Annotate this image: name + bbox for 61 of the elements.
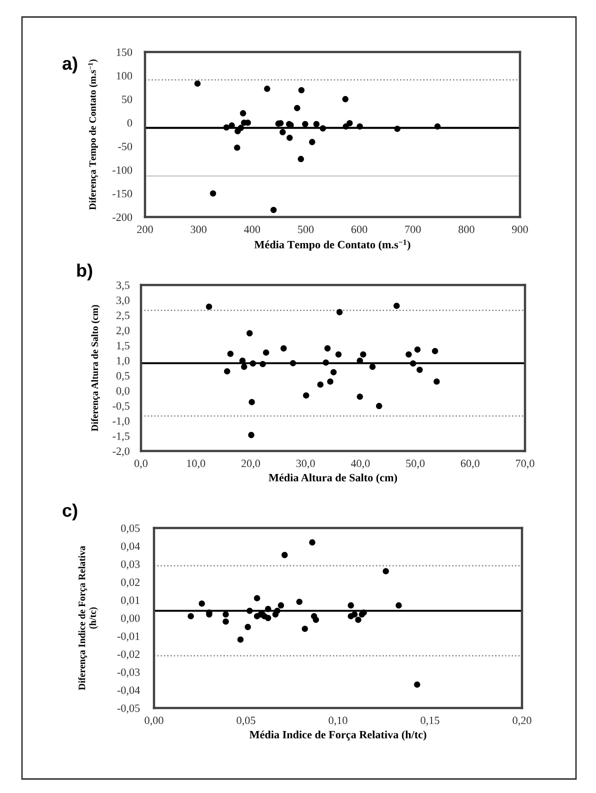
y-tick-label: 2,5: [116, 312, 130, 321]
chart-title: a): [62, 56, 78, 74]
y-axis-title: Diferença Altura de Salto (cm): [91, 305, 100, 432]
y-tick-label: -0,5: [112, 402, 130, 412]
x-tick-label: 0,15: [420, 716, 440, 726]
y-tick-label: -2,0: [112, 447, 130, 457]
x-tick-label: 900: [512, 226, 528, 234]
y-tick-label: 0,5: [116, 372, 130, 382]
y-tick-label: -200: [112, 213, 132, 221]
y-tick-label: 0,01: [121, 596, 140, 606]
y-axis-title: Diferença Tempo de Contato (m.s$^{−1}$): [88, 59, 98, 210]
x-tick-label: 0,0: [134, 460, 148, 469]
x-tick-label: 30,0: [296, 460, 315, 469]
x-tick-label: 0,00: [144, 716, 164, 726]
x-tick-label: 700: [405, 226, 421, 234]
y-tick-label: 0,02: [121, 578, 140, 588]
x-axis-title: Média Altura de Salto (cm): [268, 474, 398, 484]
y-tick-label: 1,0: [116, 356, 130, 366]
chart-title: b): [77, 264, 92, 280]
y-tick-label: 50: [122, 96, 132, 104]
y-tick-label: -0,04: [117, 686, 140, 696]
y-tick-label: 100: [116, 72, 132, 80]
y-tick-label: -100: [112, 166, 132, 174]
y-tick-label: -50: [118, 142, 132, 150]
y-tick-label: 3,5: [116, 281, 130, 291]
y-tick-label: 0,03: [121, 560, 140, 570]
y-tick-label: -0,03: [117, 668, 140, 678]
y-tick-label: 0: [127, 119, 132, 127]
x-tick-label: 300: [190, 226, 206, 234]
x-tick-label: 20,0: [241, 460, 260, 469]
y-tick-label: 150: [116, 48, 132, 56]
x-tick-label: 200: [137, 226, 153, 234]
y-tick-label: -1,5: [112, 432, 130, 442]
x-tick-label: 60,0: [460, 460, 480, 469]
x-axis-title: Média Indice de Força Relativa (h/tc): [249, 730, 426, 741]
x-tick-label: 600: [351, 226, 368, 234]
y-tick-label: 0,0: [116, 387, 130, 396]
y-axis-title: Diferença Indice de Força Relativa (h/tc): [78, 546, 98, 690]
x-tick-label: 800: [458, 226, 474, 234]
y-tick-label: 3,0: [116, 296, 130, 306]
y-tick-label: 0,04: [121, 542, 140, 552]
chart-title: c): [62, 504, 78, 520]
x-tick-label: 70,0: [516, 460, 534, 469]
x-tick-label: 10,0: [187, 460, 206, 469]
x-tick-label: 0,20: [512, 716, 532, 726]
x-tick-label: 50,0: [406, 460, 425, 469]
y-tick-label: -150: [112, 190, 132, 198]
x-tick-label: 0,10: [328, 716, 348, 726]
x-tick-label: 500: [298, 226, 314, 234]
y-tick-label: -0,05: [117, 704, 140, 714]
y-tick-label: -0,02: [117, 650, 140, 660]
y-tick-label: 1,5: [116, 342, 130, 351]
x-tick-label: 40,0: [350, 460, 370, 469]
y-tick-label: 2,0: [116, 326, 130, 336]
y-tick-label: 0,00: [121, 614, 140, 624]
x-axis-title: Média Tempo de Contato (m.s$^{−1}$): [254, 240, 410, 251]
y-tick-label: -1,0: [112, 417, 130, 426]
y-tick-label: 0,05: [121, 524, 140, 534]
x-tick-label: 0,05: [236, 716, 256, 726]
y-tick-label: -0,01: [117, 632, 140, 642]
x-tick-label: 400: [244, 226, 260, 234]
